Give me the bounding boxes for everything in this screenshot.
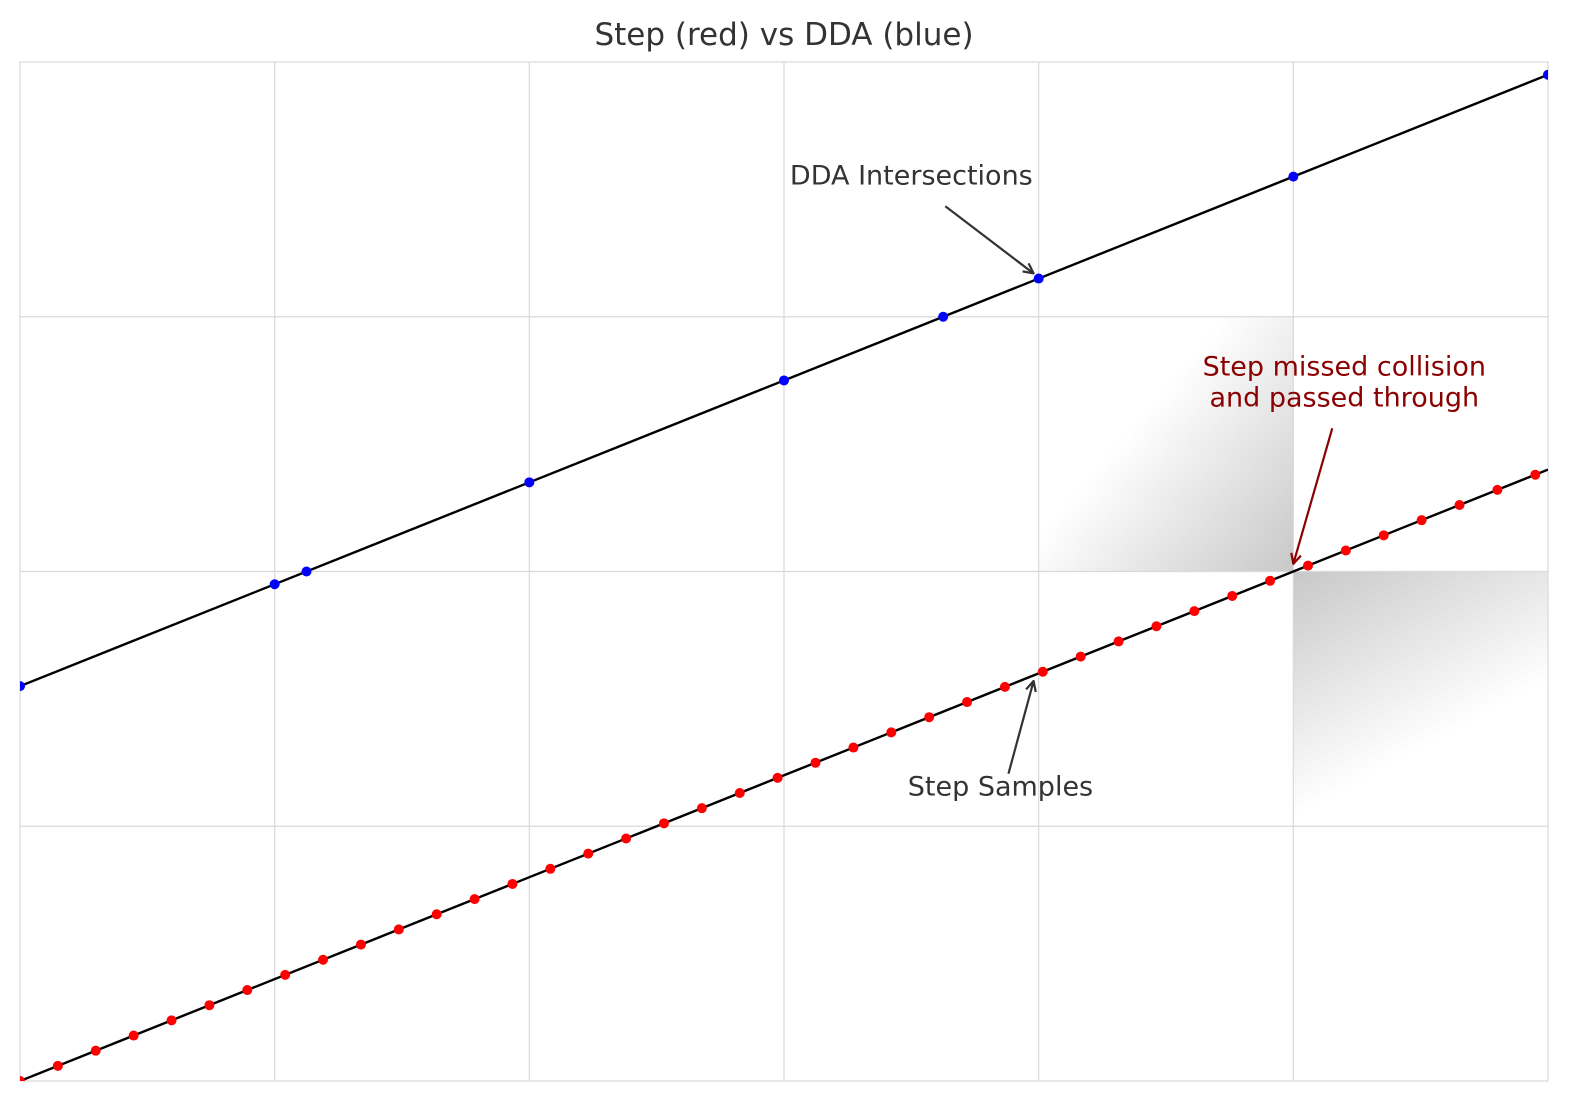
dda-point xyxy=(20,681,25,692)
step-point xyxy=(431,909,442,920)
step-point xyxy=(924,712,935,723)
step-point xyxy=(1302,560,1313,571)
step-point xyxy=(1189,606,1200,617)
step-point xyxy=(204,1000,215,1011)
dda-point xyxy=(524,477,535,488)
step-point xyxy=(90,1045,101,1056)
shaded-region xyxy=(1038,316,1294,572)
step-point xyxy=(20,1076,25,1081)
chart-title: Step (red) vs DDA (blue) xyxy=(594,17,973,53)
dda-point xyxy=(301,566,312,577)
step-point xyxy=(507,878,518,889)
step-point xyxy=(1530,469,1541,480)
step-point xyxy=(1454,500,1465,511)
dda-point xyxy=(779,375,789,386)
annotation-step-missed-text: and passed through xyxy=(1209,382,1479,413)
dda-point xyxy=(269,579,280,590)
step-point xyxy=(696,803,707,814)
step-point xyxy=(999,681,1010,692)
step-point xyxy=(810,757,821,768)
annotation-step-samples-text: Step Samples xyxy=(908,772,1093,803)
step-point xyxy=(280,969,291,980)
step-point xyxy=(318,954,329,965)
step-ray-line xyxy=(20,468,1548,1081)
step-point xyxy=(1113,636,1124,647)
step-point xyxy=(242,985,253,996)
step-point xyxy=(1340,545,1351,556)
step-point xyxy=(1227,590,1238,601)
dda-point xyxy=(1543,69,1548,80)
step-point xyxy=(658,818,669,829)
annotation-arrow xyxy=(1293,428,1334,564)
step-point xyxy=(734,788,745,799)
step-point xyxy=(393,924,404,935)
step-point xyxy=(621,833,632,844)
dda-point xyxy=(1033,273,1044,284)
step-point xyxy=(1416,515,1427,526)
step-point xyxy=(772,772,783,783)
step-point xyxy=(1151,621,1162,632)
step-point xyxy=(848,742,859,753)
step-point xyxy=(1378,530,1389,541)
annotation-arrow xyxy=(944,205,1033,273)
step-point xyxy=(355,939,366,950)
step-point xyxy=(1037,666,1048,677)
step-point xyxy=(52,1060,63,1071)
shaded-region xyxy=(1293,571,1548,827)
step-point xyxy=(583,848,594,859)
dda-point xyxy=(938,311,949,322)
step-point xyxy=(1492,484,1503,495)
step-point xyxy=(886,727,897,738)
step-point xyxy=(545,863,556,874)
annotation-dda-intersections-text: DDA Intersections xyxy=(790,160,1033,191)
annotation-arrow xyxy=(1007,681,1033,774)
annotation-step-missed-text: Step missed collision xyxy=(1203,351,1486,382)
step-point xyxy=(1265,575,1276,586)
plot-series xyxy=(20,69,1548,1081)
step-point xyxy=(128,1030,139,1041)
step-point xyxy=(962,697,973,708)
step-point xyxy=(1075,651,1086,662)
step-point xyxy=(166,1015,177,1026)
dda-point xyxy=(1288,171,1299,182)
plot-area: DDA Intersections Step missed collisionan… xyxy=(19,61,1549,1082)
step-point xyxy=(469,894,480,905)
